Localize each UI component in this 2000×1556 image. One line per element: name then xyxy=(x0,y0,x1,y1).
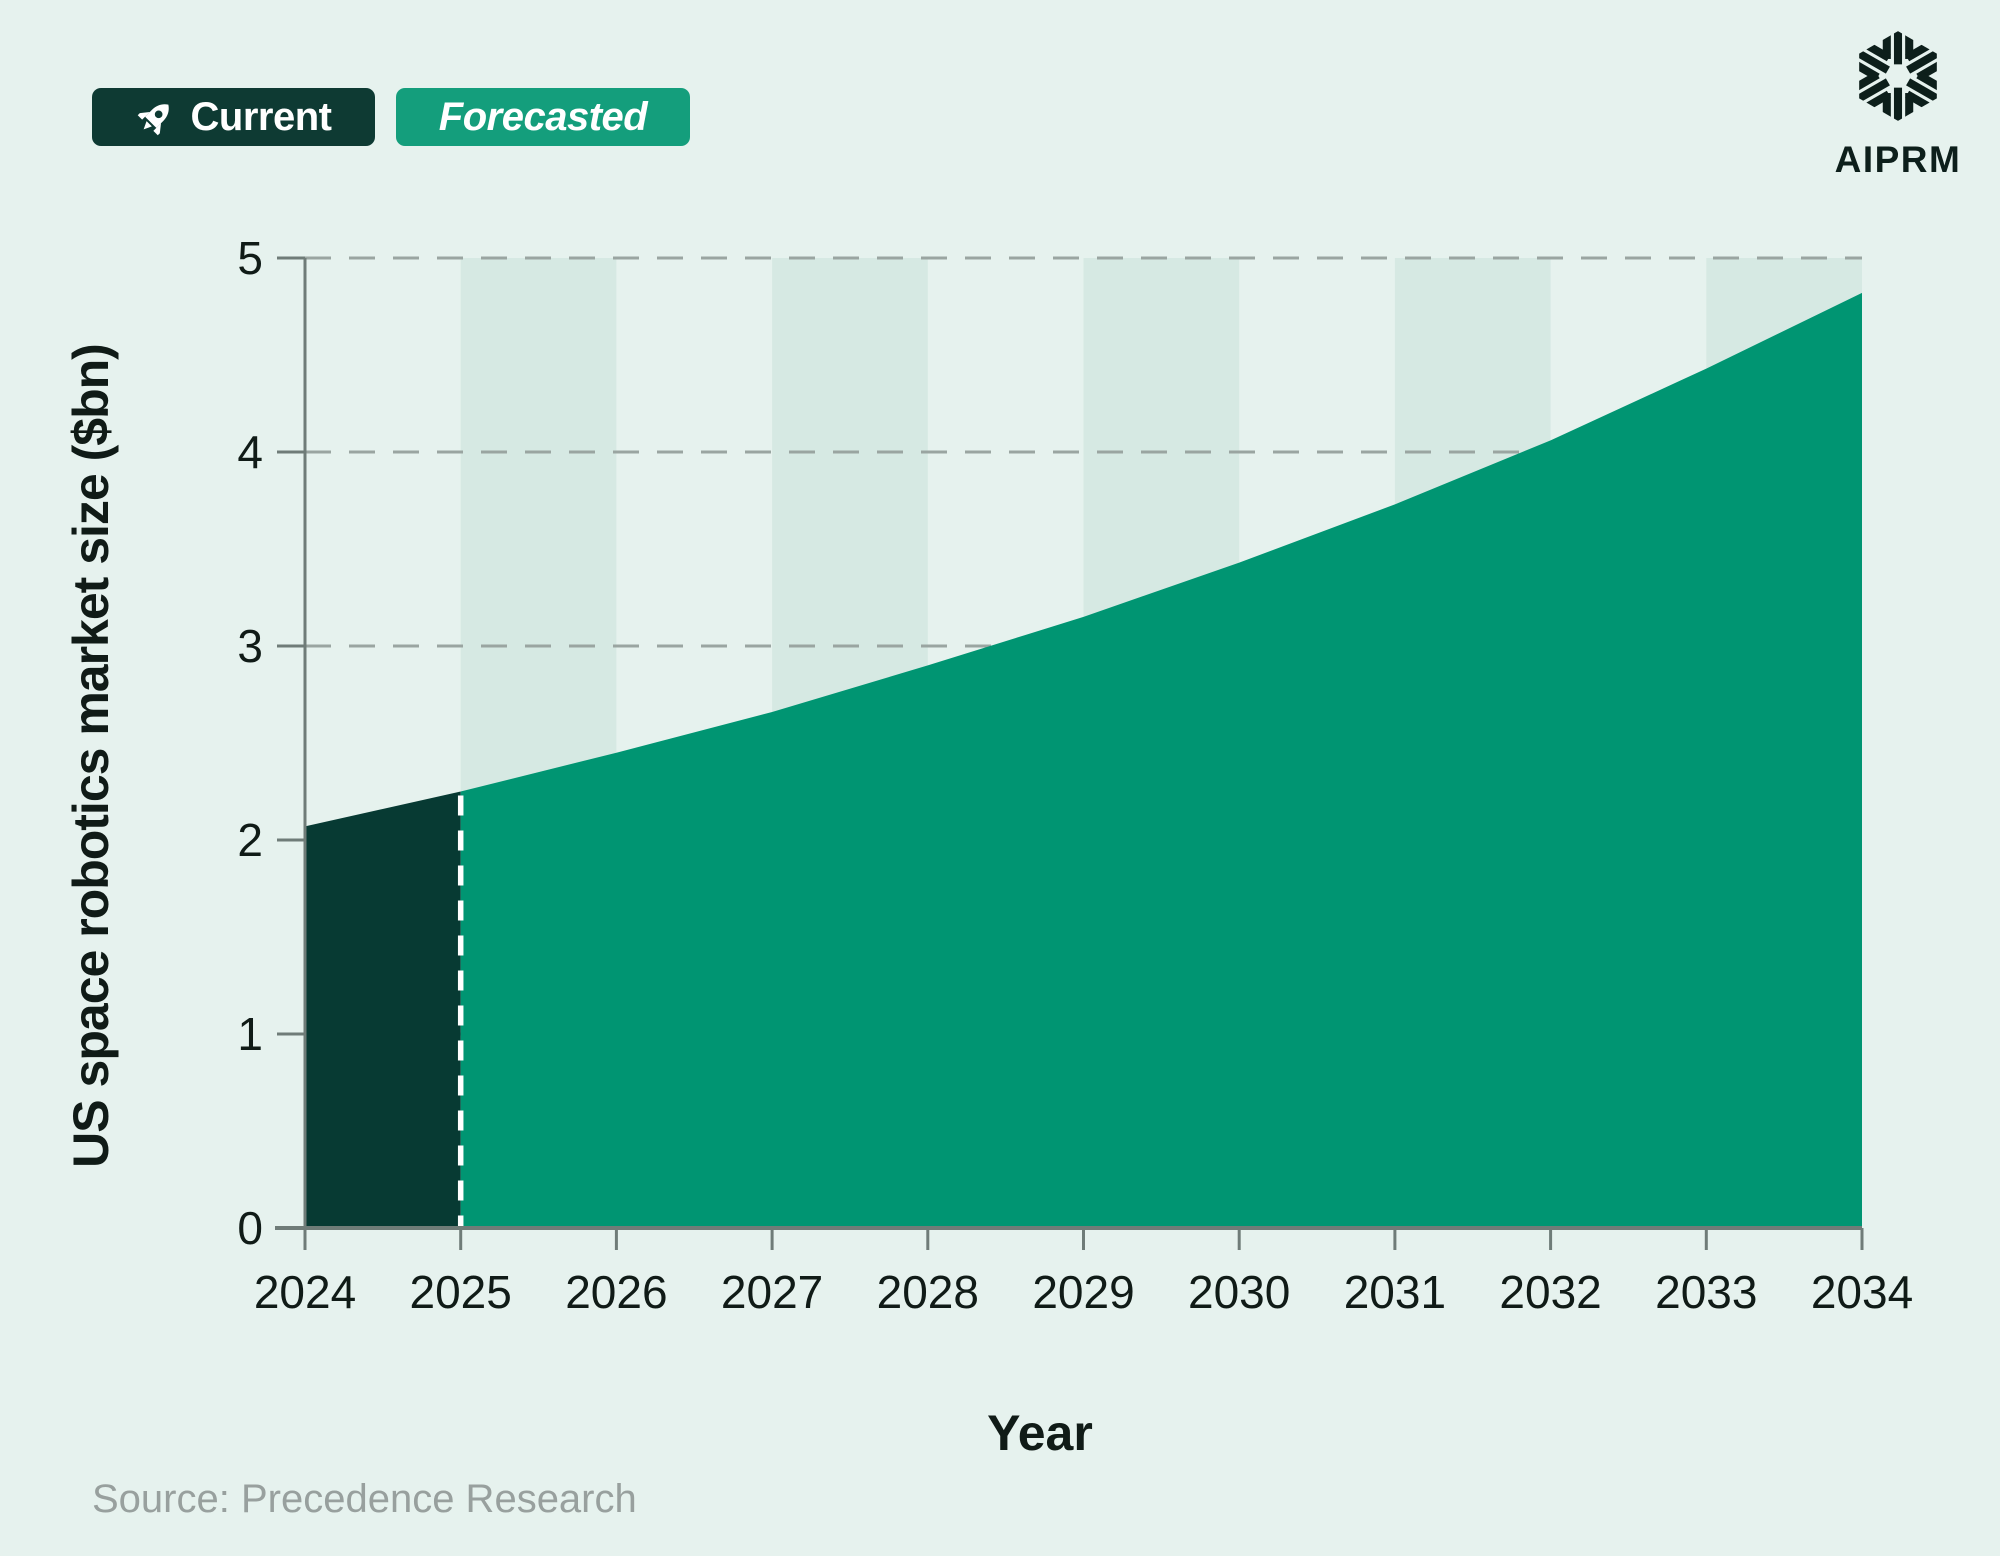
x-tick-label-2028: 2028 xyxy=(877,1266,979,1318)
current-area xyxy=(305,791,461,1228)
aiprm-logo-icon xyxy=(1846,22,1950,135)
area-series xyxy=(305,292,1863,1228)
y-tick-labels: 0 1 2 3 4 5 xyxy=(237,232,263,1254)
x-tick-label-2034: 2034 xyxy=(1811,1266,1913,1318)
y-tick-label-2: 2 xyxy=(237,814,263,866)
x-tick-label-2032: 2032 xyxy=(1499,1266,1601,1318)
legend-forecast-badge: Forecasted xyxy=(396,88,690,146)
x-tick-label-2030: 2030 xyxy=(1188,1266,1290,1318)
rocket-icon xyxy=(136,97,176,137)
x-tick-label-2024: 2024 xyxy=(254,1266,356,1318)
y-tick-label-1: 1 xyxy=(237,1008,263,1060)
y-tick-label-5: 5 xyxy=(237,232,263,284)
brand-aiprm: AIPRM xyxy=(1832,22,1964,181)
x-tick-label-2033: 2033 xyxy=(1655,1266,1757,1318)
legend-current-badge: Current xyxy=(92,88,375,146)
x-tick-labels: 2024 2025 2026 2027 2028 2029 2030 2031 2032 2033… xyxy=(254,1266,1913,1318)
y-tick-label-3: 3 xyxy=(237,620,263,672)
legend: Current Forecasted xyxy=(92,88,690,146)
x-tick-label-2031: 2031 xyxy=(1344,1266,1446,1318)
source-note: Source: Precedence Research xyxy=(92,1477,637,1521)
aiprm-wordmark: AIPRM xyxy=(1834,139,1962,180)
legend-forecast-label: Forecasted xyxy=(438,94,648,139)
forecasted-area xyxy=(460,292,1863,1228)
x-tick-label-2026: 2026 xyxy=(565,1266,667,1318)
x-tick-label-2027: 2027 xyxy=(721,1266,823,1318)
x-tick-label-2025: 2025 xyxy=(410,1266,512,1318)
x-tick-label-2029: 2029 xyxy=(1032,1266,1134,1318)
y-axis-title: US space robotics market size ($bn) xyxy=(63,344,119,1168)
legend-current-label: Current xyxy=(190,94,332,139)
axes xyxy=(275,256,1864,1250)
x-axis-title: Year xyxy=(987,1405,1093,1461)
y-tick-label-0: 0 xyxy=(237,1202,263,1254)
y-tick-label-4: 4 xyxy=(237,426,263,478)
